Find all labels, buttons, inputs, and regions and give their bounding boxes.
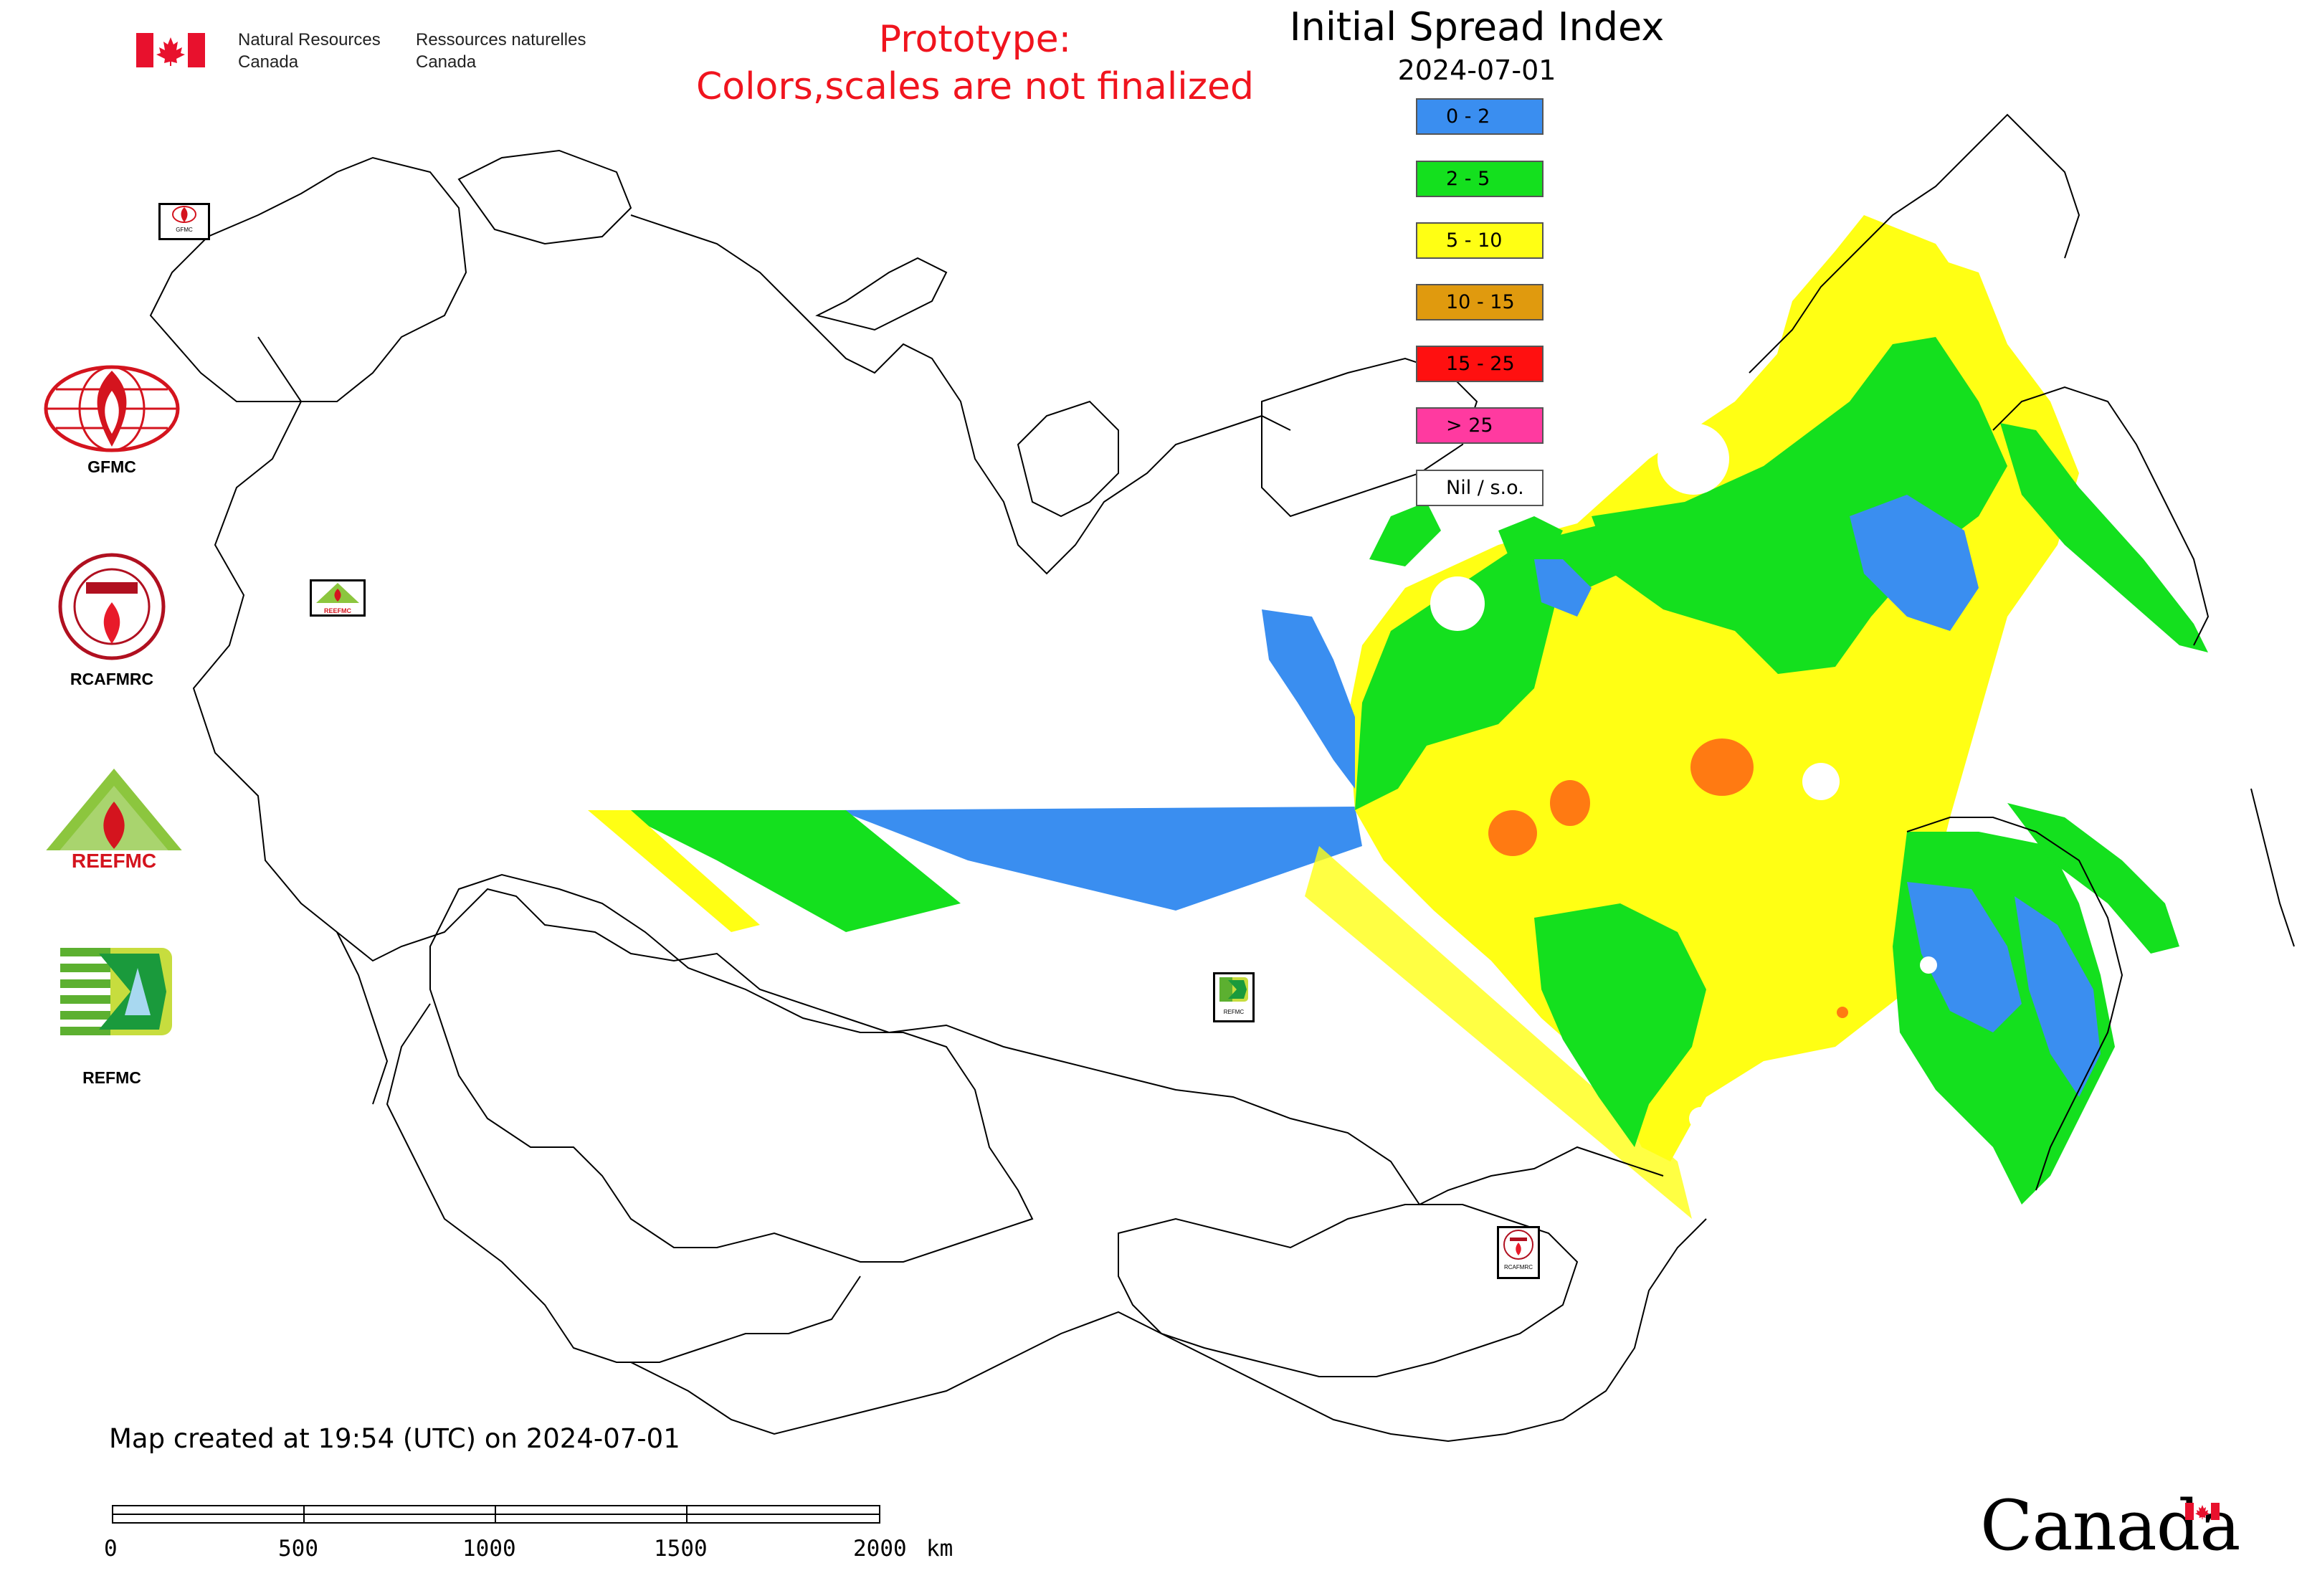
refmc-marker[interactable]: REFMC [1213,972,1255,1022]
green-south [1534,903,1706,1147]
taimyr-outline [1261,357,1478,518]
prototype-line1: Prototype: [878,18,1072,61]
agency-en-line1: Natural Resources [238,30,381,49]
orange-spot-2 [1550,780,1590,826]
wordmark-flag-icon [2185,1503,2220,1520]
legend-class-0-2: 0 - 2 [1416,98,1544,135]
blue-north [1534,559,1592,617]
rcafmrc-logo-label: RCAFMRC [70,670,154,688]
legend-class-over-25: > 25 [1416,407,1544,444]
legend-class-5-10: 5 - 10 [1416,222,1544,259]
china-border-outline [630,1218,1707,1443]
scale-unit: km [926,1536,953,1562]
green-taimyr [1369,502,1441,566]
green-kamchatka [2000,423,2208,652]
blue-east [1907,882,2022,1032]
gfmc-globe-flame-logo [42,362,182,458]
far-east-coast [1906,817,2123,1191]
swath-yellow-left [588,810,760,932]
canada-flag-icon [136,33,205,67]
russia-west-outline [192,336,1664,1206]
orange-spot-3 [1690,738,1754,796]
reefmc-marker[interactable]: REEFMC [310,579,366,617]
refmc-logo-label: REFMC [82,1068,141,1087]
agency-fr-line2: Canada [416,52,477,72]
central-asia-outline [386,1003,861,1363]
legend-class-2-5: 2 - 5 [1416,161,1544,197]
canada-wordmark: Canada [1980,1486,2240,1566]
scale-tick-500: 500 [278,1536,318,1562]
legend-class-nil: Nil / s.o. [1416,470,1544,506]
agency-name-fr: Ressources naturelles Canada [416,29,586,73]
kazakhstan-outline [429,873,1034,1263]
nil-hole-5 [1689,1107,1712,1130]
orange-spot-4 [1837,1007,1848,1018]
blue-central [1850,495,1979,631]
blue-sakhalin [2015,896,2101,1097]
scandinavia-outline [149,156,467,402]
japan-outline [2250,788,2295,947]
refmc-marker-icon [1219,977,1248,1002]
reefmc-marker-label: REEFMC [324,607,351,614]
prototype-line2: Colors,scales are not finalized [695,65,1255,108]
legend-class-15-25: 15 - 25 [1416,346,1544,382]
yamal-outline [1017,400,1119,518]
reefmc-marker-icon [316,583,359,603]
orange-spot-1 [1488,810,1537,856]
map-created-note: Map created at 19:54 (UTC) on 2024-07-01 [109,1423,680,1454]
kamchatka-outline [1992,386,2210,646]
agency-en-line2: Canada [238,52,299,72]
nil-hole-3 [1802,763,1840,800]
green-yamal [1498,516,1563,566]
arctic-coast-west [630,214,1291,575]
reefmc-triangle-logo: REEFMC [37,766,191,876]
green-central [1592,337,2007,674]
blue-west [1262,609,1355,789]
scale-tick-0: 0 [104,1536,118,1562]
swath-blue [839,807,1362,911]
nil-hole-1 [1430,576,1485,631]
gfmc-marker-label: GFMC [176,227,193,233]
country-boundaries [149,113,2295,1443]
legend-title: Initial Spread Index [1289,4,1665,49]
scale-tick-1000: 1000 [462,1536,516,1562]
scale-tick-2000: 2000 [853,1536,907,1562]
isi-raster [588,215,2208,1219]
prototype-notice: Prototype: Colors,scales are not finaliz… [617,16,1333,110]
rcafmrc-marker[interactable]: RCAFMRC [1497,1226,1540,1279]
gfmc-marker-icon [172,206,196,223]
swath-green [617,810,961,932]
refmc-square-logo [59,946,173,1040]
legend-class-10-15: 10 - 15 [1416,284,1544,320]
mongolia-outline [1118,1204,1579,1377]
rcafmrc-marker-icon [1503,1230,1533,1260]
gfmc-marker[interactable]: GFMC [158,203,210,240]
refmc-marker-label: REFMC [1223,1009,1245,1015]
gfmc-logo-label: GFMC [87,457,136,476]
rcafmrc-marker-label: RCAFMRC [1504,1264,1533,1270]
novaya-zemlya [815,257,948,331]
kola-outline [457,149,632,245]
scale-bar [112,1505,880,1524]
nil-hole-4 [1920,956,1937,974]
nil-hole-2 [1657,423,1729,495]
caspian-outline [336,931,389,1105]
agency-fr-line1: Ressources naturelles [416,30,586,49]
agency-name-en: Natural Resources Canada [238,29,381,73]
scale-tick-1500: 1500 [654,1536,708,1562]
legend-date: 2024-07-01 [1397,54,1556,86]
swath-yellow-strip [1305,846,1692,1219]
rcafmrc-seal-logo [57,552,166,664]
chukotka-outline [1749,113,2080,374]
reefmc-wordmark: REEFMC [72,850,156,872]
